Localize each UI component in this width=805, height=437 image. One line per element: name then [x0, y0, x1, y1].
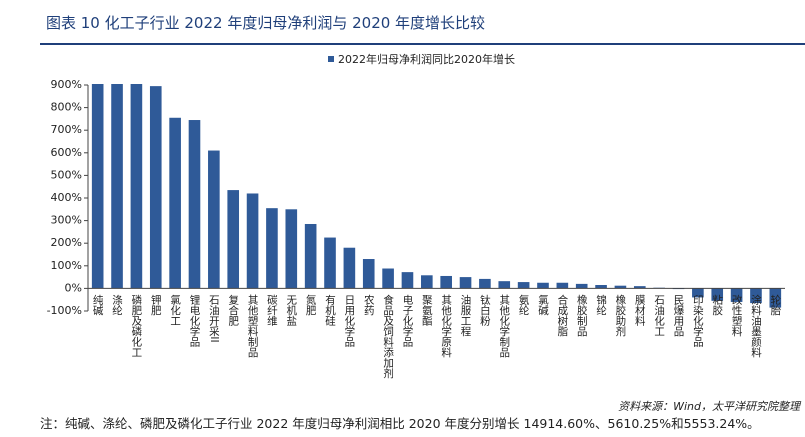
- bar: [188, 120, 201, 289]
- bar: [517, 282, 530, 289]
- bar: [324, 237, 336, 289]
- y-tick-label: 0%: [65, 281, 82, 294]
- source: 资料来源：Wind，太平洋研究院整理: [618, 400, 802, 413]
- x-tick-label: 轮胎: [769, 294, 781, 317]
- bar: [266, 208, 278, 289]
- x-tick-label: 日用化学品: [343, 294, 355, 347]
- x-tick-label: 电子化学品: [401, 294, 413, 348]
- x-tick-label: 其他化学原料: [440, 294, 452, 358]
- x-tick-label: 印染化学品: [692, 294, 704, 347]
- bar: [208, 150, 220, 289]
- bar: [769, 288, 782, 308]
- x-tick-label: 纯碱: [92, 294, 104, 317]
- bar: [227, 190, 240, 289]
- bar: [362, 259, 375, 289]
- bar: [614, 285, 627, 289]
- x-tick-label: 膜材料: [634, 294, 646, 326]
- x-tick-label: 聚氨酯: [421, 294, 433, 326]
- y-tick-label: 800%: [51, 101, 82, 114]
- x-tick-label: 复合肥: [227, 294, 239, 327]
- x-tick-label: 氯碱: [537, 294, 549, 317]
- note: 注：纯碱、涤纶、磷肥及磷化工子行业 2022 年度归母净利润相比 2020 年度…: [40, 416, 760, 431]
- x-tick-label: 涤纶: [111, 294, 123, 316]
- bar: [750, 288, 762, 304]
- y-tick-label: 600%: [51, 146, 82, 159]
- bar: [575, 283, 588, 289]
- bar: [440, 275, 452, 289]
- bar: [111, 84, 123, 289]
- y-tick-label: 500%: [51, 168, 82, 181]
- x-tick-label: 有机硅: [324, 294, 336, 326]
- x-tick-label: 锂电化学品: [188, 294, 200, 348]
- bar: [343, 247, 356, 289]
- bar: [169, 117, 181, 289]
- x-tick-label: 无机盐: [285, 294, 297, 326]
- x-tick-label: 橡胶制品: [576, 294, 588, 338]
- x-tick-label: 锦纶: [595, 294, 607, 316]
- x-tick-label: 石油开采II: [208, 294, 220, 342]
- x-tick-label: 合成树脂: [556, 294, 568, 338]
- x-tick-label: 农药: [363, 294, 375, 317]
- chart-title: 图表 10 化工子行业 2022 年度归母净利润与 2020 年度增长比较: [46, 14, 485, 32]
- bar: [382, 268, 394, 289]
- bar: [556, 282, 569, 289]
- x-tick-label: 氯化工: [169, 294, 181, 326]
- x-tick-label: 氮肥: [305, 294, 317, 317]
- x-tick-label: 改性塑料: [731, 294, 743, 338]
- legend-swatch: [328, 56, 334, 62]
- bar: [537, 282, 549, 289]
- legend-label: 2022年归母净利润同比2020年增长: [338, 52, 515, 66]
- y-tick-label: -100%: [47, 304, 82, 317]
- x-tick-label: 钾肥: [150, 294, 162, 317]
- y-tick-label: 900%: [51, 78, 82, 91]
- bar: [246, 193, 259, 289]
- bar: [711, 288, 724, 301]
- bar: [633, 286, 646, 289]
- bar: [130, 84, 143, 289]
- x-tick-label: 磷肥及磷化工: [130, 294, 142, 358]
- x-tick-label: 油服工程: [460, 294, 472, 337]
- x-tick-label: 石油化工: [653, 294, 665, 336]
- bar: [595, 285, 607, 289]
- x-tick-label: 氨纶: [518, 294, 530, 316]
- bar: [692, 288, 704, 298]
- y-tick-label: 300%: [51, 214, 82, 227]
- bar: [498, 281, 511, 289]
- y-tick-label: 100%: [51, 259, 82, 272]
- x-tick-label: 涂料油墨颜料: [750, 294, 762, 359]
- x-tick-label: 粘胶: [711, 294, 723, 317]
- bar: [304, 223, 317, 289]
- bar: [401, 272, 414, 289]
- y-tick-label: 200%: [51, 236, 82, 249]
- x-tick-label: 食品及饲料添加剂: [382, 294, 394, 380]
- x-tick-label: 碳纤维: [266, 294, 278, 326]
- x-tick-label: 钛白粉: [479, 294, 491, 327]
- bars: [91, 84, 782, 308]
- x-tick-label: 其他塑料制品: [247, 294, 259, 358]
- bar: [421, 275, 433, 289]
- y-tick-label: 700%: [51, 123, 82, 136]
- x-tick-label: 其他化学制品: [498, 294, 510, 358]
- bar: [285, 209, 298, 289]
- bar: [730, 288, 743, 302]
- x-tick-label: 民爆用品: [673, 294, 685, 337]
- bar: [149, 86, 162, 289]
- x-tick-label: 橡胶助剂: [614, 294, 626, 338]
- bar: [459, 277, 472, 289]
- bar: [479, 278, 491, 289]
- y-tick-label: 400%: [51, 191, 82, 204]
- bar: [91, 84, 104, 289]
